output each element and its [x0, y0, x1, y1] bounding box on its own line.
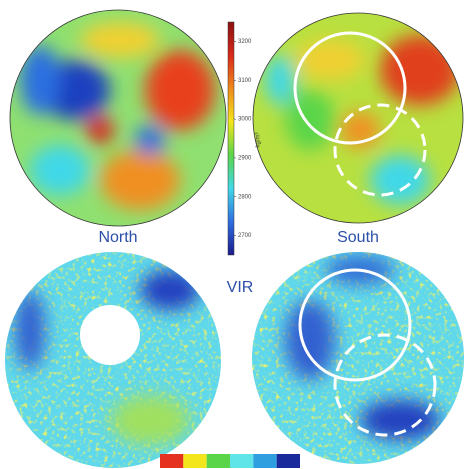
hemisphere-label: North	[98, 229, 137, 246]
color-swatch	[230, 454, 253, 468]
color-swatch	[253, 454, 276, 468]
color-swatch	[207, 454, 230, 468]
colorbar-tick-label: 3100	[238, 78, 252, 84]
colorbar: 2700 2800 2900 3000 3100 3200	[228, 22, 252, 255]
figure: North South VIR kg/m³ 2700 2800 2900 3000 31…	[0, 0, 466, 469]
color-swatch	[183, 454, 206, 468]
colorbar-tick-label: 3000	[238, 117, 252, 123]
colorbar-tick-label: 2900	[238, 155, 252, 161]
colorbar-tick-label: 3200	[238, 39, 252, 45]
colorbar-unit: kg/m³	[256, 132, 262, 147]
south-vir-map	[250, 250, 466, 466]
hemisphere-label: South	[337, 229, 379, 246]
bottom-colorbar	[160, 454, 300, 468]
colorbar-tick-label: 2700	[238, 233, 252, 239]
north-vir-map	[5, 252, 221, 468]
north-density-map	[10, 10, 226, 226]
color-swatch	[277, 454, 300, 468]
no-data-region	[80, 305, 140, 365]
instrument-label: VIR	[227, 279, 254, 296]
colorbar-scale	[228, 22, 234, 255]
colorbar-tick-label: 2800	[238, 194, 252, 200]
south-density-map	[250, 10, 466, 226]
color-swatch	[160, 454, 183, 468]
